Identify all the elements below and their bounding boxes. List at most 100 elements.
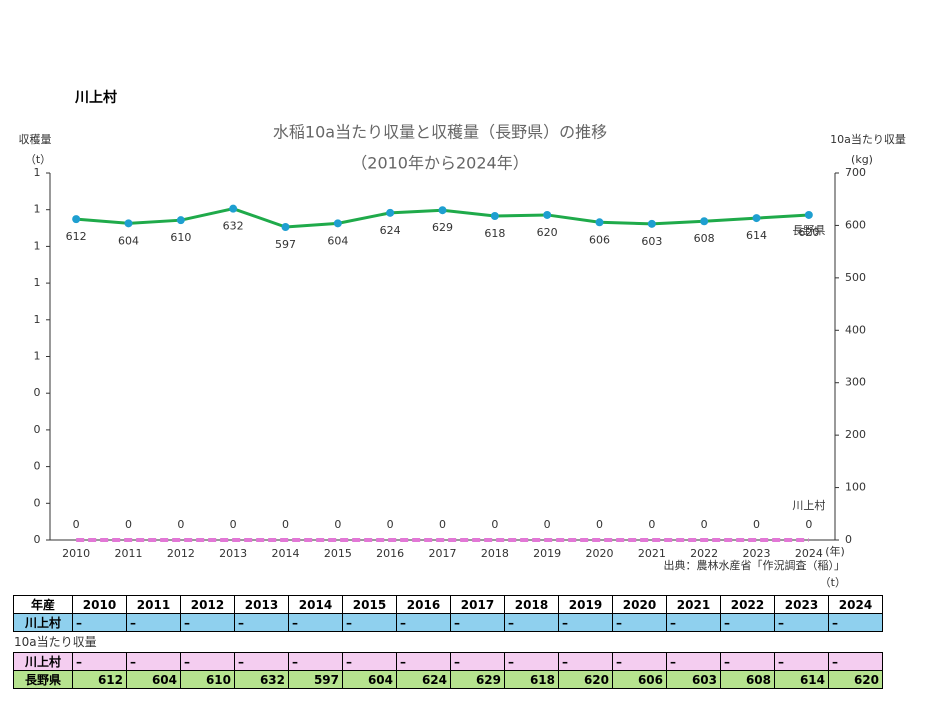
- chart: 水稲10a当たり収量と収穫量（長野県）の推移 （2010年から2024年） 収穫…: [19, 123, 906, 590]
- table-row: 長野県 612 604 610 632 597 604 624 629 618 620 606 603 6…: [13, 670, 883, 689]
- data-label: 604: [118, 234, 139, 247]
- data-label: 604: [327, 234, 348, 247]
- table-cell: –: [720, 652, 775, 671]
- table-cell: 2015: [342, 595, 397, 614]
- table-cell: 629: [450, 670, 505, 689]
- x-axis-unit: (年): [825, 544, 845, 558]
- x-tick-label: 2012: [167, 547, 195, 560]
- data-label: 0: [125, 518, 132, 531]
- data-label: 608: [694, 232, 715, 245]
- table-cell: 2011: [126, 595, 181, 614]
- table-cell: –: [450, 652, 505, 671]
- table-cell: –: [72, 652, 127, 671]
- table-cell: –: [180, 652, 235, 671]
- y-tick-label: 0: [34, 496, 41, 509]
- table-cell: 604: [126, 670, 181, 689]
- table-cell: –: [234, 613, 289, 632]
- table-cell: –: [666, 652, 721, 671]
- x-tick-label: 2018: [481, 547, 509, 560]
- table-cell: 長野県: [13, 670, 73, 689]
- x-tick-label: 2010: [62, 547, 90, 560]
- y-axis-unit: （t）: [25, 153, 51, 166]
- x-tick-label: 2015: [324, 547, 352, 560]
- y2-tick-label: 500: [845, 271, 866, 284]
- table-cell: 川上村: [13, 613, 73, 632]
- series-name: 川上村: [792, 498, 825, 512]
- marker: [647, 219, 656, 228]
- table-cell: 2013: [234, 595, 289, 614]
- table-cell: 620: [828, 670, 883, 689]
- table-cell: 2020: [612, 595, 667, 614]
- table-cell: –: [612, 652, 667, 671]
- data-label: 0: [753, 518, 760, 531]
- y-tick-label: 1: [34, 239, 41, 252]
- table-cell: –: [720, 613, 775, 632]
- data-label: 0: [177, 518, 184, 531]
- data-label: 597: [275, 238, 296, 251]
- data-label: 614: [746, 229, 767, 242]
- table-cell: –: [288, 613, 343, 632]
- table-row: 川上村 – – – – – – – – – – – – – – –: [13, 652, 883, 671]
- y-tick-label: 0: [34, 460, 41, 473]
- marker: [752, 214, 761, 223]
- data-label: 620: [798, 226, 819, 239]
- table-cell: 2023: [774, 595, 829, 614]
- data-label: 0: [387, 518, 394, 531]
- table-cell: –: [234, 652, 289, 671]
- data-label: 0: [282, 518, 289, 531]
- table-cell: –: [558, 613, 613, 632]
- data-label: 0: [491, 518, 498, 531]
- table-unit: （t）: [820, 576, 846, 589]
- table-cell: 川上村: [13, 652, 73, 671]
- y-tick-label: 1: [34, 276, 41, 289]
- x-tick-label: 2016: [376, 547, 404, 560]
- marker: [438, 206, 447, 215]
- data-label: 0: [805, 518, 812, 531]
- data-label: 0: [230, 518, 237, 531]
- marker: [72, 215, 81, 224]
- table-cell: 2017: [450, 595, 505, 614]
- table-cell: 604: [342, 670, 397, 689]
- table-cell: 2016: [396, 595, 451, 614]
- table-cell: 624: [396, 670, 451, 689]
- table-cell: –: [504, 652, 559, 671]
- x-tick-label: 2011: [115, 547, 143, 560]
- data-label: 0: [701, 518, 708, 531]
- y2-tick-label: 400: [845, 323, 866, 336]
- x-tick-label: 2024: [795, 547, 823, 560]
- y2-axis-unit: (kg): [851, 153, 873, 166]
- x-tick-label: 2022: [690, 547, 718, 560]
- marker: [490, 211, 499, 220]
- y-tick-label: 1: [34, 203, 41, 216]
- table-cell: 608: [720, 670, 775, 689]
- data-label: 0: [439, 518, 446, 531]
- x-tick-label: 2019: [533, 547, 561, 560]
- table-cell: 2022: [720, 595, 775, 614]
- table-cell: –: [180, 613, 235, 632]
- table-row: 川上村 – – – – – – – – – – – – – – –: [13, 613, 883, 632]
- y-tick-label: 1: [34, 166, 41, 179]
- table: 年産 2010 2011 2012 2013 2014 2015 2016 2017 2018 20…: [13, 595, 883, 632]
- table-cell: 2012: [180, 595, 235, 614]
- marker: [595, 218, 604, 227]
- table-cell: 2018: [504, 595, 559, 614]
- table-cell: 603: [666, 670, 721, 689]
- heading: 川上村: [75, 90, 117, 106]
- data-label: 0: [73, 518, 80, 531]
- data-label: 632: [223, 220, 244, 233]
- table-cell: 597: [288, 670, 343, 689]
- marker: [229, 204, 238, 213]
- table-cell: 2010: [72, 595, 127, 614]
- y2-tick-label: 600: [845, 218, 866, 231]
- marker: [281, 223, 290, 232]
- table-cell: –: [288, 652, 343, 671]
- x-tick-label: 2014: [272, 547, 300, 560]
- marker: [804, 210, 813, 219]
- y-tick-label: 1: [34, 313, 41, 326]
- table-cell: –: [396, 613, 451, 632]
- table-cell: 年産: [13, 595, 73, 614]
- section-label: 10a当たり収量: [14, 635, 97, 649]
- y2-tick-label: 700: [845, 166, 866, 179]
- chart-subtitle: （2010年から2024年）: [351, 154, 528, 173]
- y-tick-label: 1: [34, 350, 41, 363]
